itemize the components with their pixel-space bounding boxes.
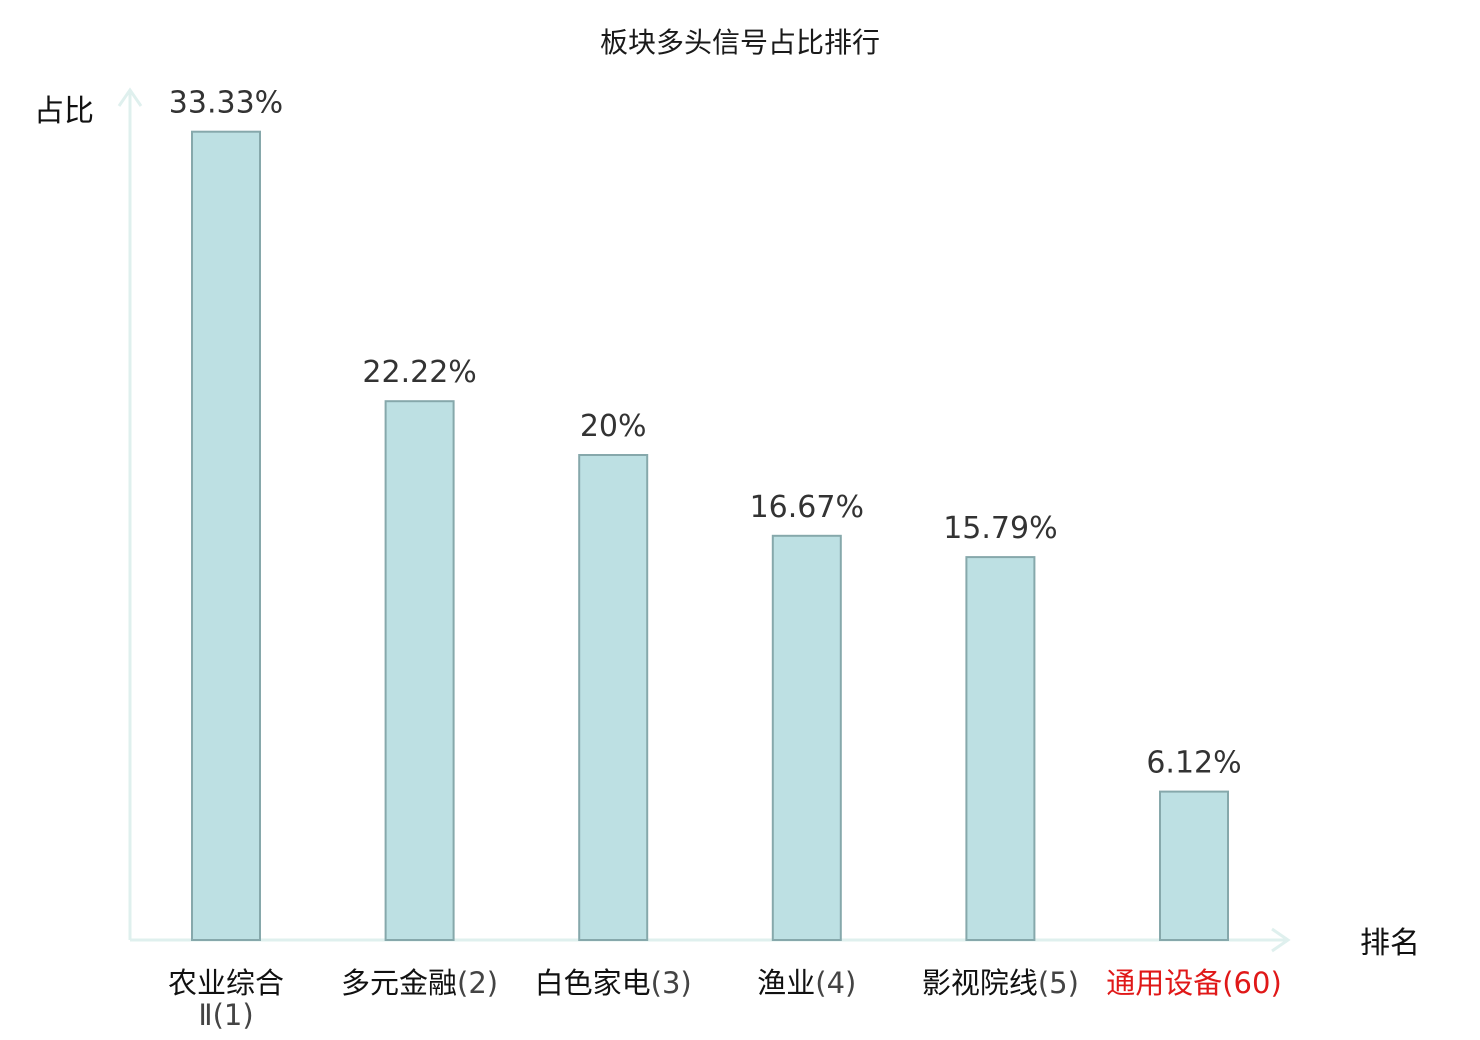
- category-rank-6: (60): [1222, 966, 1282, 1000]
- value-labels: 33.33% 22.22% 20% 16.67% 15.79% 6.12%: [169, 86, 1242, 781]
- axes: [117, 87, 1291, 953]
- category-label-1: 农业综合: [168, 966, 284, 1000]
- category-label-4: 渔业(4): [757, 966, 856, 1000]
- category-name-4: 渔业: [757, 966, 815, 1000]
- category-rank-3: (3): [651, 966, 692, 1000]
- bar-1: [191, 130, 261, 941]
- category-label-line2-1: Ⅱ(1): [198, 998, 253, 1032]
- category-name-5: 影视院线: [922, 966, 1038, 1000]
- value-label-2: 22.22%: [362, 355, 476, 390]
- category-rank-4: (4): [815, 966, 856, 1000]
- chart-title: 板块多头信号占比排行: [600, 26, 880, 59]
- bar-5: [965, 556, 1036, 941]
- bar-6: [1159, 790, 1229, 941]
- y-axis-label: 占比: [34, 94, 94, 129]
- category-name-6: 通用设备: [1106, 966, 1222, 1000]
- value-label-4: 16.67%: [750, 490, 864, 525]
- bar-2: [384, 400, 455, 941]
- category-name-2: 多元金融: [341, 966, 457, 1000]
- x-axis-arrow: [1271, 927, 1291, 953]
- category-name-line2-1: Ⅱ: [198, 998, 212, 1032]
- bars: [191, 130, 1229, 941]
- value-label-3: 20%: [580, 409, 647, 444]
- value-label-6: 6.12%: [1146, 746, 1241, 781]
- category-rank-1: (1): [213, 998, 254, 1032]
- category-rank-2: (2): [457, 966, 498, 1000]
- category-label-5: 影视院线(5): [922, 966, 1079, 1000]
- category-name-1: 农业综合: [168, 966, 284, 1000]
- value-label-5: 15.79%: [943, 511, 1057, 546]
- bar-4: [771, 534, 842, 941]
- category-label-2: 多元金融(2): [341, 966, 498, 1000]
- category-name-3: 白色家电: [535, 966, 651, 1000]
- bar-3: [578, 454, 649, 941]
- x-axis-label: 排名: [1360, 926, 1420, 961]
- category-label-6: 通用设备(60): [1106, 966, 1282, 1000]
- value-label-1: 33.33%: [169, 86, 283, 121]
- category-rank-5: (5): [1038, 966, 1079, 1000]
- category-label-3: 白色家电(3): [535, 966, 692, 1000]
- y-axis-arrow: [117, 87, 143, 107]
